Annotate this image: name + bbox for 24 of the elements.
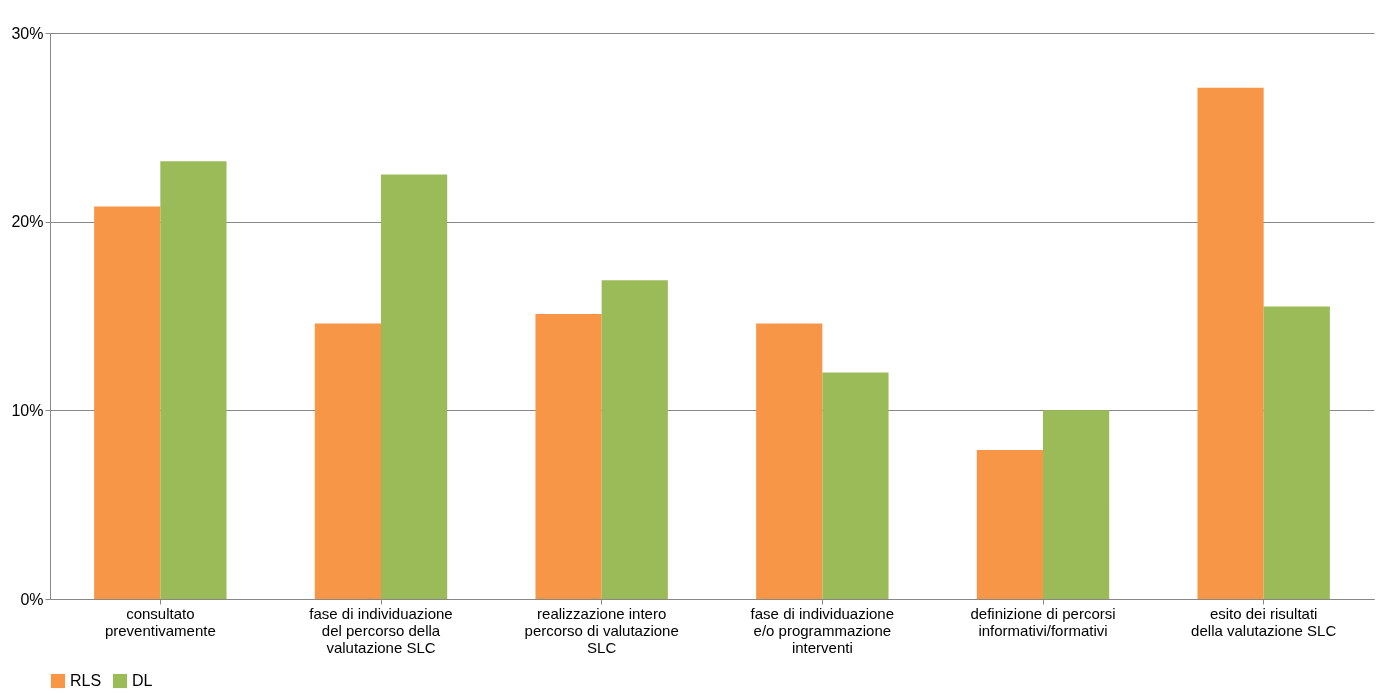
x-tick-label: fase di individuazione e/o programmazione interventi (750, 604, 895, 656)
y-tick-label: 10% (11, 401, 44, 419)
legend-label: DL (132, 672, 153, 689)
bar (1263, 306, 1330, 599)
bar (381, 174, 448, 599)
bar (976, 449, 1043, 599)
y-tick-label: 0% (20, 590, 44, 608)
bar (1043, 410, 1110, 599)
y-tick-label: 20% (11, 213, 44, 231)
x-tick-label: consultato preventivamente (104, 604, 216, 639)
bar (756, 323, 823, 599)
y-tick-label: 30% (11, 24, 44, 42)
x-tick-label: esito dei risultati della valutazione SLC (1191, 604, 1337, 639)
x-tick-label: realizzazione intero percorso di valutazione SLC (524, 604, 679, 656)
legend-label: RLS (70, 672, 102, 689)
bar (1197, 87, 1264, 599)
bar (94, 206, 161, 599)
bar (535, 314, 602, 599)
bar (601, 280, 668, 599)
bar (822, 372, 889, 599)
bar (160, 161, 227, 599)
x-tick-label: definizione di percorsi informativi/formativi (970, 604, 1116, 639)
bar (314, 323, 381, 599)
x-tick-label: fase di individuazione del percorso della valutazione SLC (309, 604, 453, 656)
